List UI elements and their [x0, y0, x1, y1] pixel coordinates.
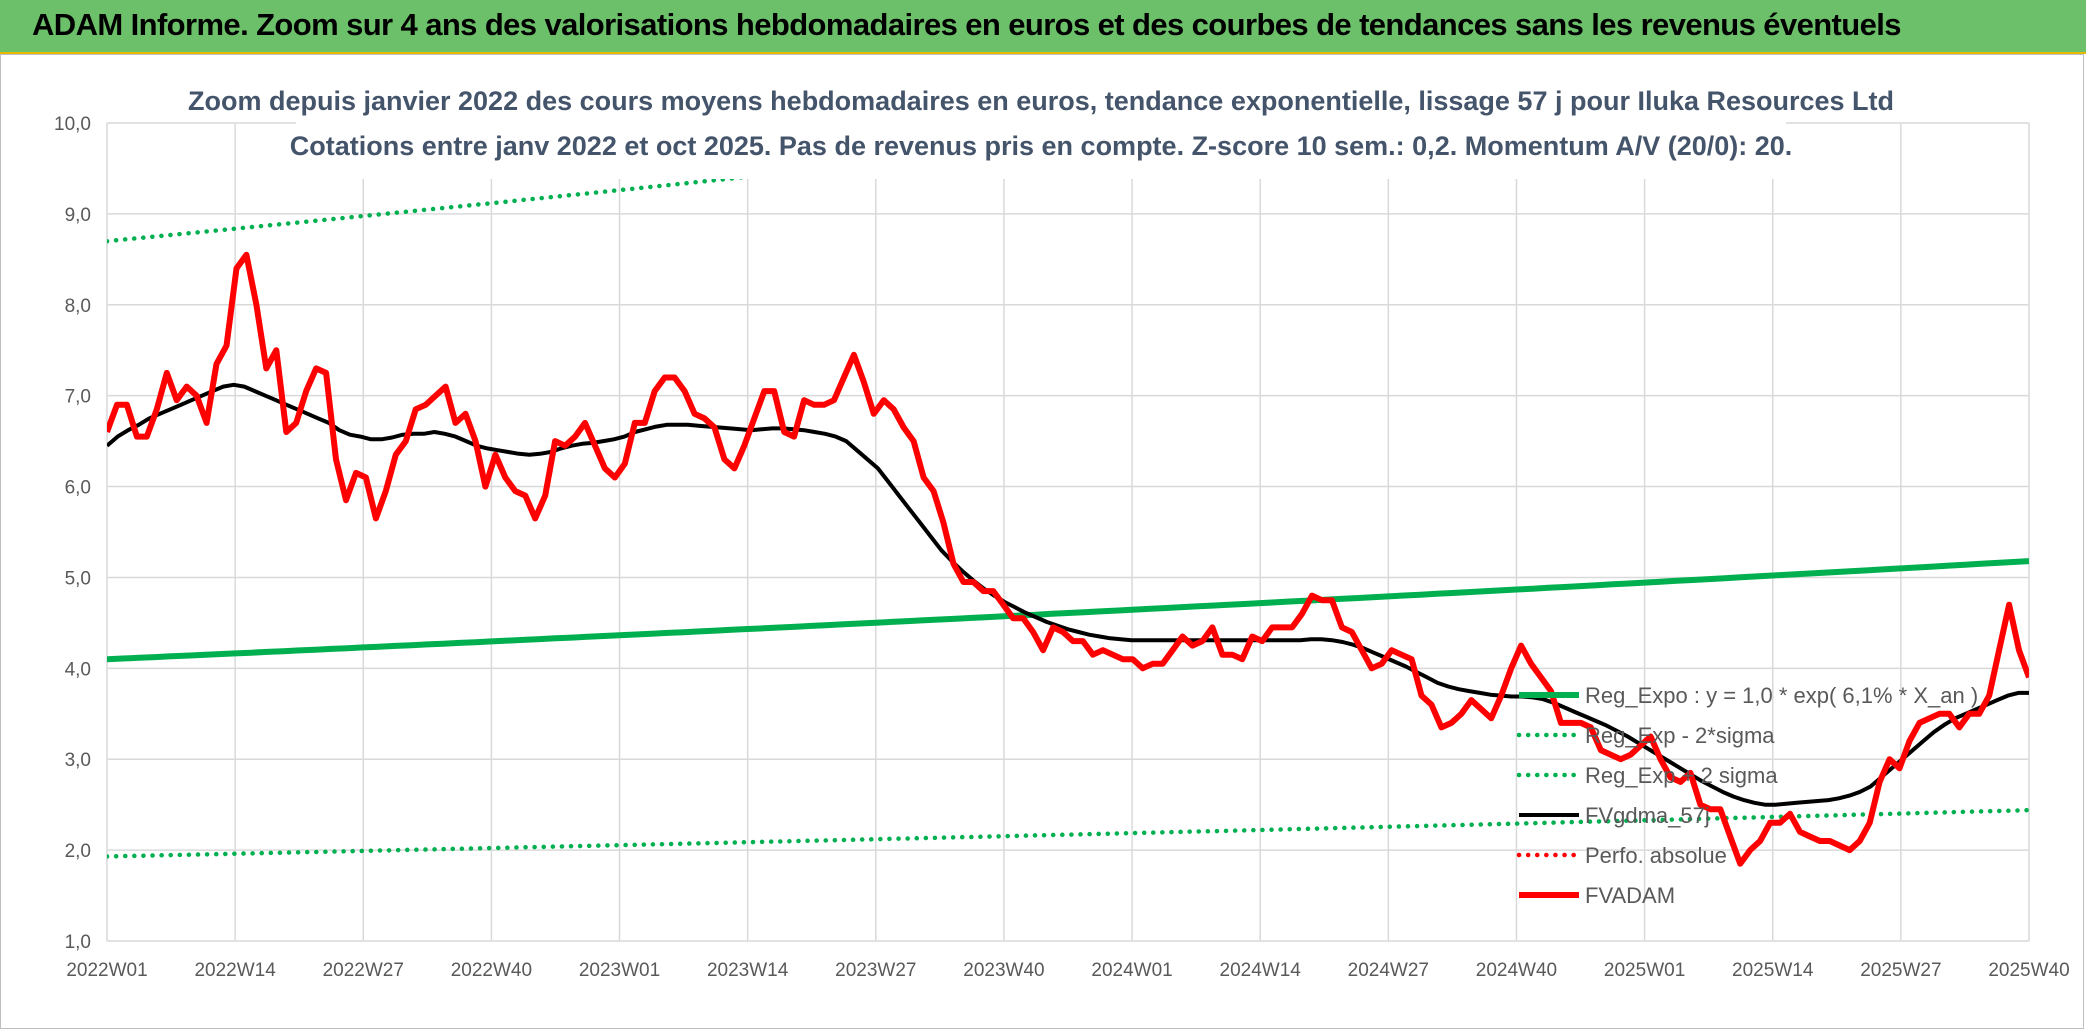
x-tick-label: 2024W40: [1476, 960, 1557, 981]
series-line-regression: [107, 558, 2029, 663]
x-tick-label: 2023W40: [963, 960, 1044, 981]
x-tick-label: 2023W27: [835, 960, 916, 981]
x-tick-label: 2022W01: [66, 960, 147, 981]
axis-labels: 1,0 2,0 3,0 4,0 5,0 6,0 7,0 8,0 9,0 10,0 2022W01 20…: [54, 114, 2070, 981]
y-tick-label: 4,0: [65, 659, 91, 680]
series-line-dotted: [107, 807, 2029, 859]
x-tick-label: 2025W27: [1860, 960, 1941, 981]
x-tick-label: 2023W14: [707, 960, 789, 981]
y-tick-label: 9,0: [65, 205, 91, 226]
series-line-fvgdma: [107, 382, 2029, 807]
legend-label: Reg_Exp + 2 sigma: [1585, 763, 1778, 788]
chart-subtitle: Cotations entre janv 2022 et oct 2025. P…: [290, 131, 1793, 161]
chart-title: Zoom depuis janvier 2022 des cours moyen…: [188, 86, 1894, 116]
y-tick-label: 5,0: [65, 568, 91, 589]
x-tick-label: 2022W40: [451, 960, 532, 981]
x-tick-label: 2022W27: [323, 960, 404, 981]
y-tick-label: 2,0: [65, 841, 91, 862]
chart: 1,0 2,0 3,0 4,0 5,0 6,0 7,0 8,0 9,0 10,0 2022W01 20…: [54, 73, 2070, 981]
x-tick-label: 2024W27: [1348, 960, 1429, 981]
y-tick-label: 1,0: [65, 932, 91, 953]
chart-frame: 1,0 2,0 3,0 4,0 5,0 6,0 7,0 8,0 9,0 10,0 2022W01 20…: [0, 54, 2084, 1029]
legend: Reg_Expo : y = 1,0 * exp( 6,1% * X_an ) R…: [1516, 683, 1978, 908]
series-layer: [107, 123, 2029, 867]
page-title: ADAM Informe. Zoom sur 4 ans des valoris…: [32, 7, 1902, 42]
legend-label: Reg_Expo : y = 1,0 * exp( 6,1% * X_an ): [1585, 683, 1978, 708]
x-tick-label: 2022W14: [194, 960, 276, 981]
y-tick-label: 10,0: [54, 114, 91, 135]
x-tick-label: 2024W01: [1091, 960, 1172, 981]
x-tick-label: 2025W14: [1732, 960, 1814, 981]
legend-label: Perfo. absolue: [1585, 843, 1727, 868]
x-tick-label: 2023W01: [579, 960, 660, 981]
x-tick-label: 2025W01: [1604, 960, 1685, 981]
x-tick-label: 2024W14: [1220, 960, 1302, 981]
y-tick-label: 6,0: [65, 478, 91, 499]
legend-label: FVADAM: [1585, 883, 1675, 908]
grid: [106, 122, 2030, 942]
legend-label: Reg_Exp - 2*sigma: [1585, 723, 1775, 748]
y-tick-label: 7,0: [65, 387, 91, 408]
x-tick-label: 2025W40: [1988, 960, 2069, 981]
legend-label: FVgdma_57j: [1585, 803, 1710, 828]
series-line-fvadam: [107, 251, 2029, 867]
title-band: ADAM Informe. Zoom sur 4 ans des valoris…: [0, 0, 2086, 54]
y-tick-label: 8,0: [65, 296, 91, 317]
y-tick-label: 3,0: [65, 750, 91, 771]
subtitle-background: [296, 73, 1786, 179]
